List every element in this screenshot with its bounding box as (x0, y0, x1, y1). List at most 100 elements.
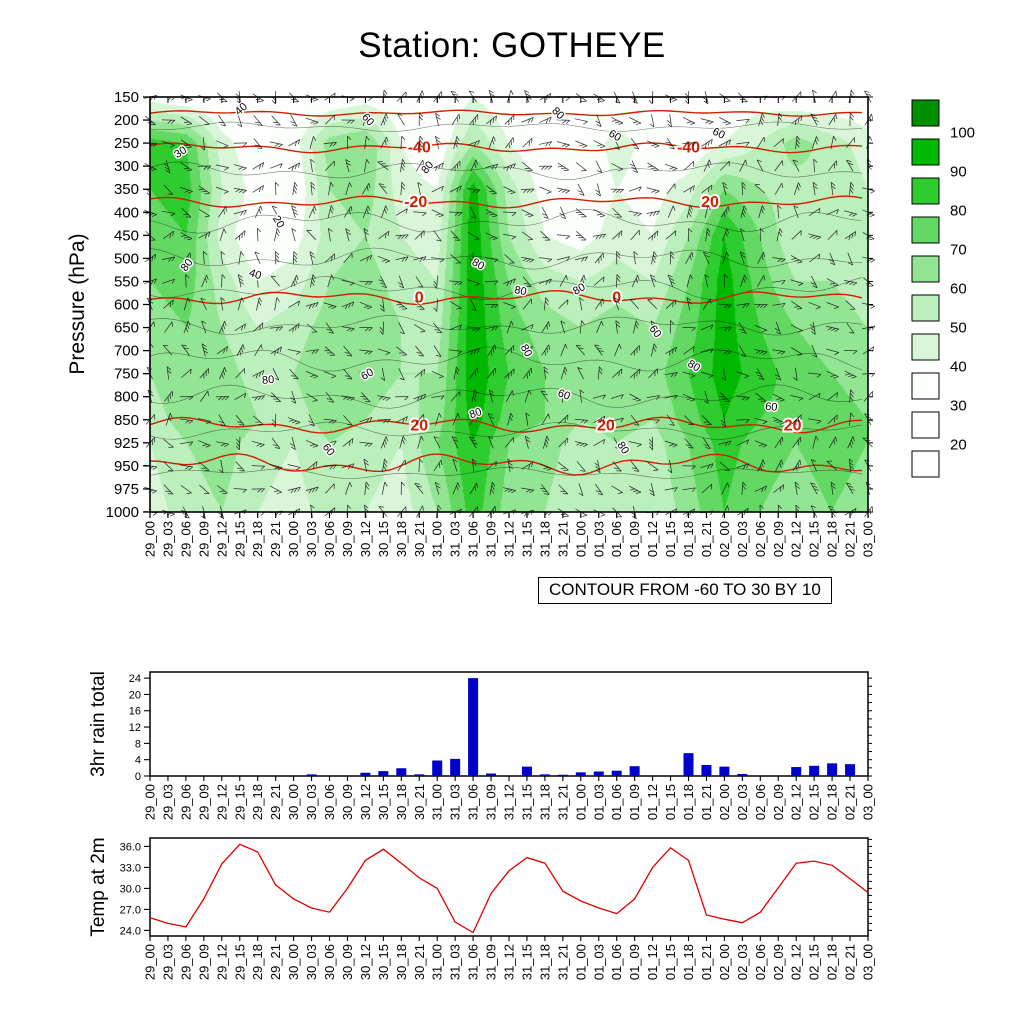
svg-text:03_00: 03_00 (861, 784, 876, 820)
svg-text:31_06: 31_06 (466, 784, 481, 820)
svg-text:01_06: 01_06 (609, 784, 624, 820)
svg-text:30_15: 30_15 (376, 944, 391, 980)
svg-text:40: 40 (233, 101, 250, 118)
svg-text:31_21: 31_21 (555, 521, 570, 557)
svg-text:60: 60 (359, 366, 376, 383)
temp-series (149, 843, 869, 934)
svg-text:250: 250 (114, 135, 139, 152)
svg-text:30_21: 30_21 (412, 944, 427, 980)
svg-text:29_12: 29_12 (214, 784, 229, 820)
svg-text:30_00: 30_00 (286, 944, 301, 980)
rain-bar (719, 766, 730, 776)
svg-text:01_18: 01_18 (681, 784, 696, 820)
colorbar-legend: 100 90 80 70 60 50 40 30 20 (911, 99, 975, 478)
svg-text:31_09: 31_09 (484, 784, 499, 820)
svg-text:02_12: 02_12 (789, 944, 804, 980)
svg-text:29_15: 29_15 (232, 521, 247, 557)
svg-text:31_12: 31_12 (502, 784, 517, 820)
svg-text:975: 975 (114, 481, 139, 498)
cross-section-axes: 1502002503003504004505005506006507007508… (106, 89, 876, 557)
svg-text:80: 80 (179, 257, 196, 274)
svg-text:60: 60 (646, 323, 663, 340)
svg-text:31_18: 31_18 (537, 521, 552, 557)
svg-text:01_09: 01_09 (627, 521, 642, 557)
svg-text:550: 550 (114, 273, 139, 290)
svg-text:40: 40 (247, 267, 262, 282)
svg-text:31_00: 31_00 (430, 944, 445, 980)
svg-text:29_09: 29_09 (196, 521, 211, 557)
contour-note-box: CONTOUR FROM -60 TO 30 BY 10 (538, 577, 832, 604)
svg-text:02_18: 02_18 (825, 784, 840, 820)
svg-text:8: 8 (135, 738, 141, 750)
svg-text:02_06: 02_06 (753, 784, 768, 820)
rain-bar (360, 772, 371, 776)
svg-text:01_06: 01_06 (609, 944, 624, 980)
rain-bar (593, 771, 604, 776)
rain-axes: 0 4 8 12 16 20 24 (129, 671, 872, 783)
svg-text:31_03: 31_03 (448, 521, 463, 557)
svg-text:24: 24 (129, 673, 141, 685)
svg-text:60: 60 (765, 401, 778, 414)
svg-text:01_15: 01_15 (663, 944, 678, 980)
svg-text:31_09: 31_09 (484, 521, 499, 557)
svg-text:03_00: 03_00 (861, 944, 876, 980)
svg-text:01_00: 01_00 (573, 521, 588, 557)
svg-text:29_06: 29_06 (178, 944, 193, 980)
svg-text:750: 750 (114, 366, 139, 383)
svg-text:400: 400 (114, 204, 139, 221)
svg-text:02_15: 02_15 (807, 944, 822, 980)
svg-text:01_18: 01_18 (681, 521, 696, 557)
svg-text:80: 80 (614, 440, 631, 457)
svg-text:01_06: 01_06 (609, 521, 624, 557)
svg-text:24.0: 24.0 (120, 925, 141, 937)
cross-section-overlay: -40 -40 -20 200 0 20 20 20 40 60 80 80 60 60 30 20 80 40 8… (106, 89, 975, 557)
svg-text:01_18: 01_18 (681, 944, 696, 980)
svg-text:02_15: 02_15 (807, 784, 822, 820)
svg-text:80: 80 (470, 256, 486, 272)
svg-text:1000: 1000 (106, 504, 139, 521)
svg-text:01_12: 01_12 (645, 944, 660, 980)
svg-text:29_21: 29_21 (268, 944, 283, 980)
rain-bar (701, 764, 712, 776)
svg-text:80: 80 (261, 374, 274, 387)
svg-text:36.0: 36.0 (120, 841, 141, 853)
svg-text:-20: -20 (404, 194, 427, 211)
rain-bar (737, 773, 748, 776)
svg-text:80: 80 (518, 343, 534, 360)
svg-text:700: 700 (114, 343, 139, 360)
svg-text:60: 60 (359, 111, 376, 128)
svg-text:29_12: 29_12 (214, 944, 229, 980)
svg-text:30_18: 30_18 (394, 521, 409, 557)
svg-text:29_18: 29_18 (250, 944, 265, 980)
svg-text:150: 150 (114, 89, 139, 106)
rain-bar (396, 768, 407, 776)
rain-bar (414, 774, 425, 776)
svg-text:80: 80 (950, 203, 967, 220)
svg-text:29_15: 29_15 (232, 784, 247, 820)
rain-bar (809, 765, 820, 776)
svg-text:01_21: 01_21 (699, 944, 714, 980)
rain-bar (629, 766, 640, 776)
svg-text:31_03: 31_03 (448, 944, 463, 980)
svg-text:29_06: 29_06 (178, 521, 193, 557)
svg-text:20: 20 (701, 194, 719, 211)
svg-text:0: 0 (135, 771, 141, 783)
rain-bar (450, 758, 461, 776)
svg-text:02_06: 02_06 (753, 944, 768, 980)
svg-text:60: 60 (950, 281, 967, 298)
rain-bar (521, 766, 532, 776)
svg-text:29_12: 29_12 (214, 521, 229, 557)
svg-text:80: 80 (685, 358, 702, 375)
svg-text:31_15: 31_15 (519, 944, 534, 980)
rain-bar (557, 774, 568, 776)
svg-text:4: 4 (135, 755, 141, 767)
rain-x-axis: 29_00 29_03 29_06 29_09 29_12 29_15 29_18 29_21… (143, 776, 876, 820)
svg-text:70: 70 (950, 242, 967, 259)
svg-text:31_09: 31_09 (484, 944, 499, 980)
svg-text:100: 100 (950, 125, 975, 142)
svg-text:31_12: 31_12 (502, 521, 517, 557)
svg-text:31_15: 31_15 (519, 521, 534, 557)
svg-text:29_15: 29_15 (232, 944, 247, 980)
